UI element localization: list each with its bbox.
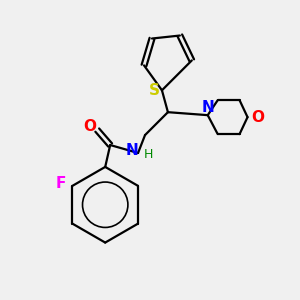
Text: F: F: [55, 176, 66, 191]
Text: S: S: [148, 83, 160, 98]
Text: N: N: [126, 143, 139, 158]
Text: O: O: [83, 118, 96, 134]
Text: N: N: [201, 100, 214, 115]
Text: O: O: [251, 110, 264, 125]
Text: H: H: [143, 148, 153, 161]
